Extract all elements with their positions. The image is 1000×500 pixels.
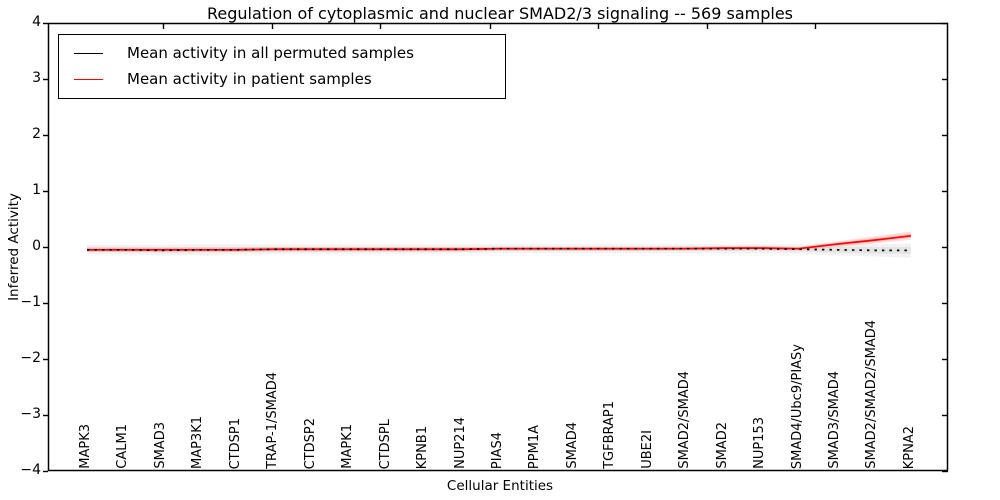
x-category-label: SMAD2/SMAD2/SMAD4 xyxy=(864,320,880,469)
x-category-label: SMAD2 xyxy=(714,422,730,469)
x-category-label: CTDSP1 xyxy=(227,417,243,469)
chart-title: Regulation of cytoplasmic and nuclear SM… xyxy=(206,4,794,23)
x-category-label: CTDSP2 xyxy=(302,417,318,469)
legend-item-permuted: Mean activity in all permuted samples xyxy=(59,40,505,66)
x-category-label: TRAP-1/SMAD4 xyxy=(265,372,281,469)
legend-line-sample-red xyxy=(74,78,103,80)
x-category-label: UBE2I xyxy=(639,430,655,469)
x-category-label: CTDSPL xyxy=(377,418,393,469)
x-category-label: CALM1 xyxy=(115,424,131,469)
x-category-label: MAP3K1 xyxy=(190,415,206,469)
confidence-bands xyxy=(87,231,911,258)
x-category-label: NUP153 xyxy=(752,417,768,469)
axis-ticks xyxy=(43,22,948,473)
legend-box: Mean activity in all permuted samples Me… xyxy=(58,34,506,99)
y-tick-label: 4 xyxy=(32,14,41,30)
y-tick-label: −2 xyxy=(20,350,41,366)
y-tick-label: 0 xyxy=(32,238,41,254)
series-lines xyxy=(87,234,912,252)
x-category-label: TGFBRAP1 xyxy=(602,401,618,469)
x-category-label: SMAD4/Ubc9/PIASy xyxy=(789,343,805,469)
legend-line-sample-black xyxy=(74,52,103,54)
x-category-label: PIAS4 xyxy=(489,431,505,469)
x-category-label: SMAD3/SMAD4 xyxy=(827,371,842,469)
legend-label: Mean activity in all permuted samples xyxy=(127,44,414,62)
x-category-label: SMAD3 xyxy=(152,422,168,469)
legend-label: Mean activity in patient samples xyxy=(127,70,372,88)
x-category-label: SMAD2/SMAD4 xyxy=(677,371,693,469)
y-tick-label: −3 xyxy=(20,406,41,422)
y-tick-label: 3 xyxy=(32,70,41,86)
x-category-label: KPNB1 xyxy=(415,425,431,469)
legend-item-patient: Mean activity in patient samples xyxy=(59,66,505,92)
x-category-label: KPNA2 xyxy=(901,425,917,469)
y-tick-label: 1 xyxy=(32,182,41,198)
y-tick-label: −4 xyxy=(20,462,41,478)
x-category-label: PPM1A xyxy=(527,424,543,469)
y-tick-label: 2 xyxy=(32,126,41,142)
x-category-label: MAPK1 xyxy=(340,424,356,469)
y-tick-label: −1 xyxy=(20,294,41,310)
x-category-label: MAPK3 xyxy=(78,424,93,469)
x-category-label: NUP214 xyxy=(452,417,468,469)
x-axis-label: Cellular Entities xyxy=(446,478,554,494)
x-category-label: SMAD4 xyxy=(564,422,580,469)
